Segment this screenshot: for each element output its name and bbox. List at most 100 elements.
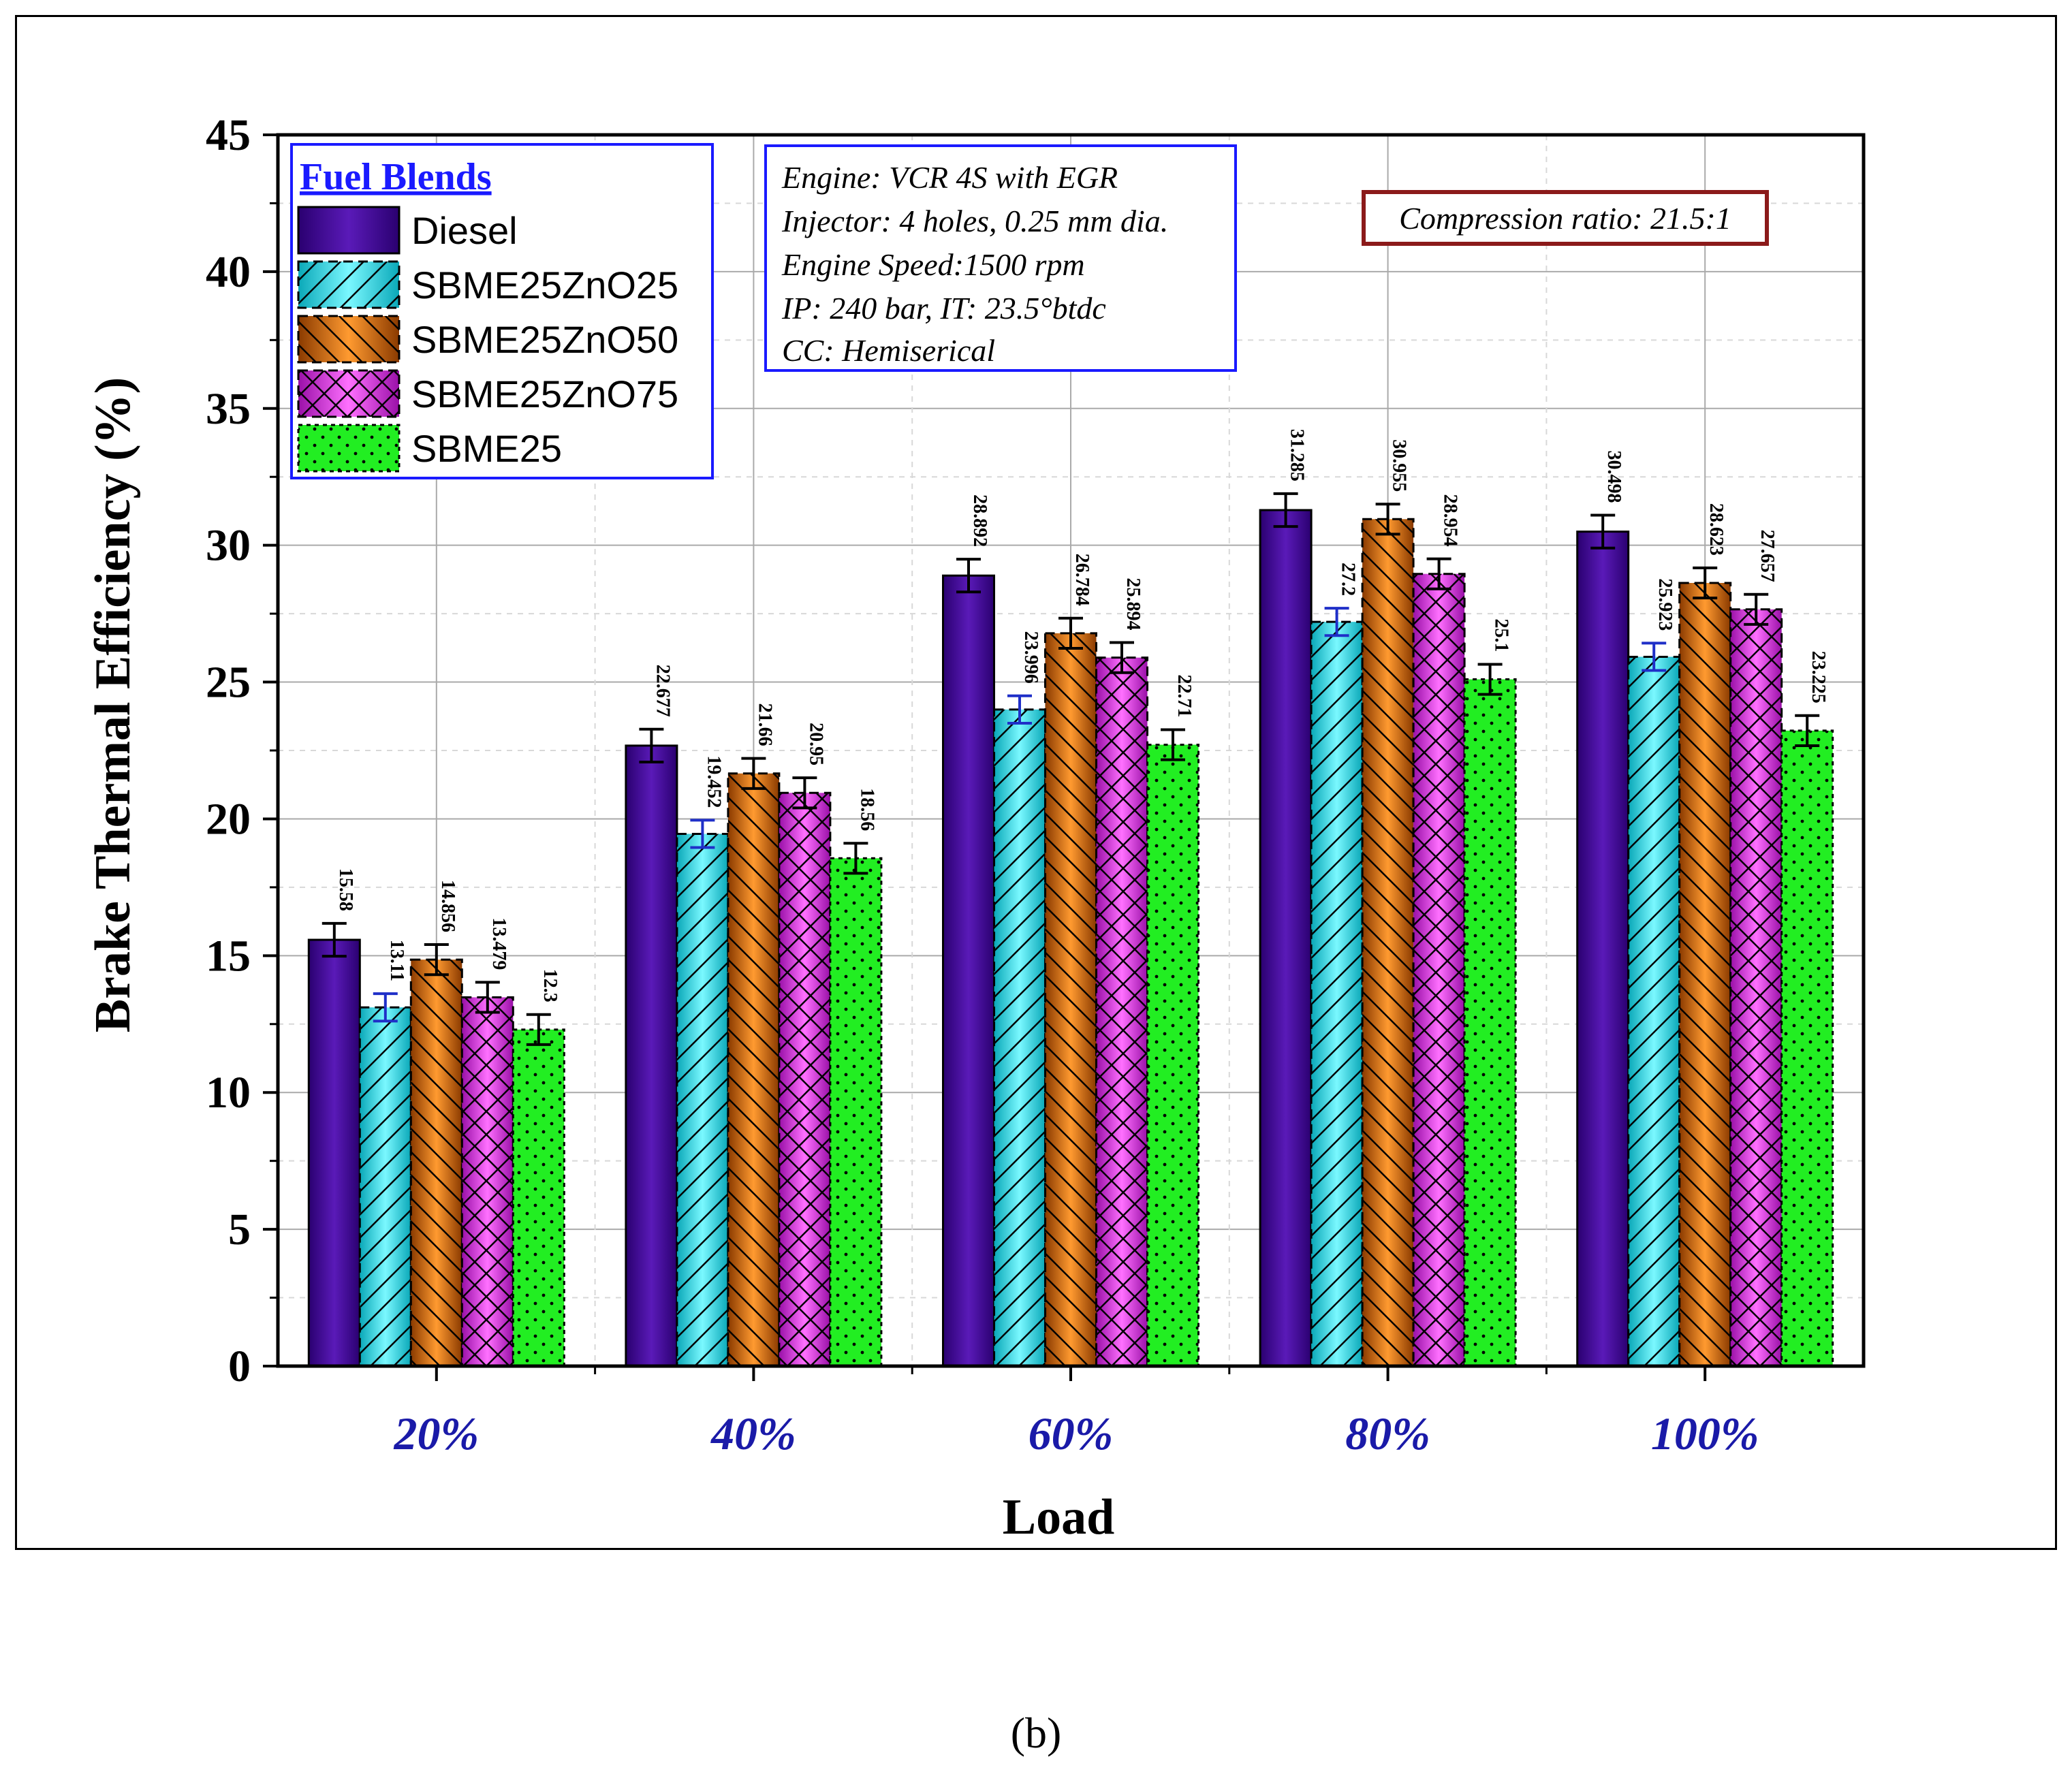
bar-pattern [462, 997, 514, 1366]
value-label-layer: 15.58 22.677 28.892 31.285 30.498 13.11 19.452… [335, 429, 1829, 1002]
bars-layer [307, 492, 1834, 1367]
y-axis-title: Brake Thermal Efficiency (%) [85, 377, 141, 1033]
bar-pattern [360, 1007, 411, 1366]
value-label: 28.954 [1440, 494, 1461, 547]
value-label: 22.677 [652, 665, 673, 717]
legend: Fuel Blends Diesel SBME25ZnO25 SBME25ZnO50… [290, 143, 714, 479]
info-line: Engine Speed:1500 rpm [781, 247, 1085, 282]
value-label: 28.892 [969, 494, 990, 547]
legend-swatch-outline [297, 369, 401, 418]
legend-label: SBME25 [411, 427, 562, 470]
value-label: 12.3 [539, 969, 561, 1002]
y-tick-label: 30 [206, 521, 251, 571]
value-label: 15.58 [335, 868, 356, 911]
info-line: Engine: VCR 4S with EGR [781, 160, 1118, 195]
legend-label: SBME25ZnO50 [411, 318, 678, 361]
figure-caption: (b) [1010, 1709, 1062, 1757]
legend-label: SBME25ZnO75 [411, 373, 678, 415]
bar [1577, 531, 1629, 1366]
info-line: Injector: 4 holes, 0.25 mm dia. [781, 204, 1168, 238]
legend-swatch [298, 207, 399, 253]
bar-pattern [676, 834, 728, 1366]
value-label: 25.923 [1654, 578, 1676, 631]
legend-swatch-pattern [298, 262, 399, 308]
legend-title: Fuel Blends [300, 156, 492, 198]
legend-swatch-outline [297, 315, 401, 364]
value-label: 22.71 [1174, 674, 1195, 717]
value-label: 23.996 [1020, 631, 1041, 684]
bar-pattern [1147, 744, 1199, 1366]
axis-layer: 0 5 10 15 20 25 30 35 40 45 20% 40% 60% 80% 100% [206, 110, 1866, 1459]
legend-label: SBME25ZnO25 [411, 264, 678, 306]
value-label: 23.225 [1808, 651, 1829, 703]
bar-pattern [1413, 573, 1465, 1366]
compression-ratio-annotation: Compression ratio: 21.5:1 [1362, 190, 1769, 246]
bar-pattern [1362, 519, 1414, 1366]
y-tick-label: 0 [228, 1342, 251, 1391]
x-axis-title: Load [1003, 1489, 1115, 1545]
bar-pattern [1045, 633, 1097, 1366]
value-label: 13.11 [386, 940, 407, 981]
bar-outline [1361, 518, 1415, 1367]
info-box-border [764, 144, 1237, 372]
value-label: 13.479 [488, 917, 509, 970]
legend-label: Diesel [411, 209, 518, 252]
y-tick-label: 15 [206, 931, 251, 981]
legend-swatch-outline [297, 424, 401, 473]
x-tick-label: 20% [393, 1408, 479, 1459]
y-tick-label: 40 [206, 247, 251, 297]
annotation-border [1362, 190, 1769, 246]
bar-pattern [1628, 656, 1680, 1367]
legend-swatch-pattern [298, 316, 399, 362]
info-line: IP: 240 bar, IT: 23.5°btdc [781, 291, 1106, 326]
value-label: 21.66 [754, 703, 775, 746]
bar-pattern [1679, 582, 1731, 1366]
value-label: 19.452 [703, 755, 724, 808]
bar [625, 745, 677, 1366]
bar-pattern [994, 709, 1046, 1366]
value-label: 25.894 [1123, 578, 1144, 631]
x-tick-label: 60% [1029, 1408, 1114, 1459]
value-label: 14.856 [437, 880, 458, 932]
legend-swatch-outline [297, 260, 401, 309]
bar-pattern [1464, 679, 1516, 1366]
x-tick-label: 100% [1651, 1408, 1759, 1459]
y-tick-label: 5 [228, 1205, 251, 1254]
bar-pattern [513, 1029, 565, 1366]
value-label: 20.95 [805, 723, 826, 765]
engine-info-box: Engine: VCR 4S with EGR Injector: 4 hole… [764, 144, 1237, 372]
info-line: CC: Hemiserical [782, 333, 995, 368]
value-label: 28.623 [1706, 503, 1727, 556]
value-label: 26.784 [1071, 554, 1093, 606]
bar-pattern [1311, 622, 1363, 1366]
bar [1260, 510, 1312, 1366]
y-tick-label: 35 [206, 384, 251, 434]
x-tick-label: 80% [1345, 1408, 1430, 1459]
legend-box [290, 143, 714, 479]
value-label: 30.498 [1603, 451, 1624, 503]
legend-swatch-pattern [298, 370, 399, 417]
value-label: 30.955 [1389, 439, 1410, 492]
bar-pattern [1096, 657, 1148, 1366]
x-tick-label: 40% [710, 1408, 796, 1459]
bar-pattern [411, 960, 462, 1366]
legend-swatch-pattern [298, 425, 399, 471]
y-tick-label: 25 [206, 658, 251, 708]
y-tick-label: 45 [206, 110, 251, 160]
bar-pattern [1730, 609, 1782, 1366]
value-label: 27.2 [1338, 563, 1359, 596]
bar-pattern [830, 858, 881, 1366]
annotation-text: Compression ratio: 21.5:1 [1399, 201, 1731, 236]
value-label: 18.56 [856, 788, 877, 831]
bar-pattern [1781, 730, 1833, 1366]
legend-swatch-outline [297, 206, 401, 255]
bar-outline [1412, 573, 1466, 1367]
bar-pattern [727, 773, 779, 1366]
y-tick-label: 20 [206, 794, 251, 844]
bar [309, 940, 360, 1366]
bar [943, 575, 994, 1367]
figure-frame [15, 15, 2057, 1550]
value-label: 25.1 [1491, 618, 1512, 652]
value-label: 31.285 [1287, 429, 1308, 481]
